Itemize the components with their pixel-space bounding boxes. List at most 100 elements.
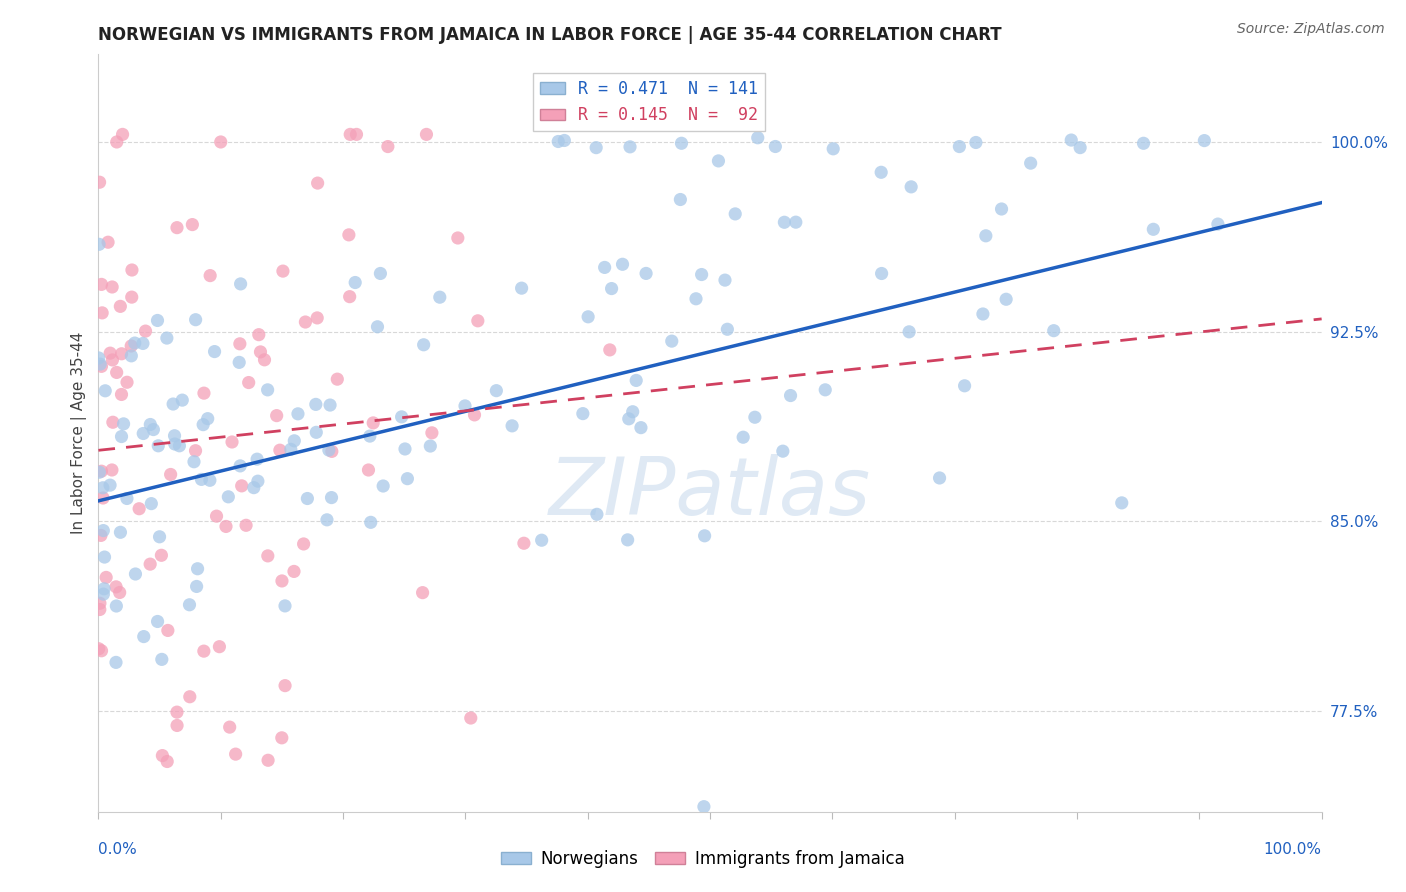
Point bbox=[87, 351, 110, 365]
Point bbox=[146, 615, 169, 629]
Point bbox=[785, 215, 807, 229]
Point bbox=[132, 426, 155, 441]
Point bbox=[621, 405, 644, 419]
Point bbox=[274, 599, 297, 613]
Point bbox=[419, 439, 441, 453]
Point bbox=[105, 366, 128, 380]
Point bbox=[90, 359, 112, 374]
Point bbox=[294, 315, 316, 329]
Point bbox=[218, 720, 240, 734]
Point bbox=[693, 799, 716, 814]
Point bbox=[779, 388, 801, 402]
Point bbox=[120, 349, 142, 363]
Point bbox=[429, 290, 451, 304]
Point bbox=[89, 175, 111, 189]
Point bbox=[1042, 324, 1064, 338]
Point bbox=[366, 319, 388, 334]
Point bbox=[669, 193, 692, 207]
Point bbox=[814, 383, 837, 397]
Point bbox=[616, 533, 638, 547]
Point bbox=[231, 479, 253, 493]
Point bbox=[1142, 222, 1164, 236]
Point bbox=[274, 679, 297, 693]
Point bbox=[156, 331, 179, 345]
Point bbox=[287, 407, 309, 421]
Point bbox=[193, 386, 215, 401]
Point bbox=[141, 497, 163, 511]
Point bbox=[707, 153, 730, 168]
Point bbox=[593, 260, 616, 275]
Point bbox=[253, 352, 276, 367]
Point bbox=[197, 411, 219, 425]
Point bbox=[156, 755, 179, 769]
Text: ZIPatlas: ZIPatlas bbox=[548, 454, 872, 533]
Point bbox=[110, 525, 132, 540]
Text: NORWEGIAN VS IMMIGRANTS FROM JAMAICA IN LABOR FORCE | AGE 35-44 CORRELATION CHAR: NORWEGIAN VS IMMIGRANTS FROM JAMAICA IN … bbox=[98, 26, 1002, 44]
Point bbox=[270, 731, 292, 745]
Point bbox=[617, 412, 640, 426]
Point bbox=[377, 139, 399, 153]
Text: 100.0%: 100.0% bbox=[1264, 842, 1322, 857]
Point bbox=[305, 397, 328, 411]
Point bbox=[89, 596, 111, 610]
Point bbox=[744, 410, 766, 425]
Legend: Norwegians, Immigrants from Jamaica: Norwegians, Immigrants from Jamaica bbox=[494, 844, 912, 875]
Point bbox=[229, 458, 252, 473]
Point bbox=[221, 434, 243, 449]
Point bbox=[357, 463, 380, 477]
Point bbox=[150, 748, 173, 763]
Point bbox=[169, 439, 191, 453]
Point bbox=[209, 135, 232, 149]
Point bbox=[105, 656, 128, 670]
Point bbox=[394, 442, 416, 456]
Point bbox=[1019, 156, 1042, 170]
Point bbox=[93, 550, 115, 565]
Point bbox=[460, 711, 482, 725]
Point bbox=[229, 277, 252, 291]
Point bbox=[179, 598, 201, 612]
Point bbox=[671, 136, 693, 151]
Point bbox=[256, 549, 278, 563]
Point bbox=[1111, 496, 1133, 510]
Point bbox=[530, 533, 553, 548]
Point bbox=[179, 690, 201, 704]
Point bbox=[307, 176, 329, 190]
Point bbox=[246, 474, 269, 488]
Point bbox=[823, 142, 845, 156]
Point bbox=[447, 231, 470, 245]
Point bbox=[187, 562, 209, 576]
Point bbox=[121, 263, 143, 277]
Point bbox=[204, 344, 226, 359]
Point bbox=[773, 215, 796, 229]
Y-axis label: In Labor Force | Age 35-44: In Labor Force | Age 35-44 bbox=[72, 332, 87, 533]
Point bbox=[257, 753, 280, 767]
Point bbox=[105, 599, 128, 613]
Point bbox=[576, 310, 599, 324]
Point bbox=[454, 399, 477, 413]
Point bbox=[228, 355, 250, 369]
Point bbox=[91, 306, 114, 320]
Point bbox=[513, 536, 536, 550]
Point bbox=[90, 464, 112, 478]
Point bbox=[87, 641, 110, 656]
Point bbox=[191, 417, 214, 432]
Point bbox=[105, 135, 128, 149]
Point bbox=[101, 415, 124, 429]
Point bbox=[501, 418, 523, 433]
Point bbox=[150, 652, 173, 666]
Point bbox=[148, 530, 170, 544]
Point bbox=[360, 516, 382, 530]
Point bbox=[184, 312, 207, 326]
Point bbox=[249, 345, 271, 359]
Point bbox=[283, 434, 305, 448]
Point bbox=[415, 128, 437, 142]
Point bbox=[624, 373, 647, 387]
Point bbox=[93, 582, 115, 596]
Point bbox=[271, 574, 294, 588]
Point bbox=[132, 630, 155, 644]
Point bbox=[110, 429, 132, 443]
Point bbox=[183, 455, 205, 469]
Point bbox=[101, 353, 124, 368]
Point bbox=[110, 387, 132, 401]
Point bbox=[108, 585, 131, 599]
